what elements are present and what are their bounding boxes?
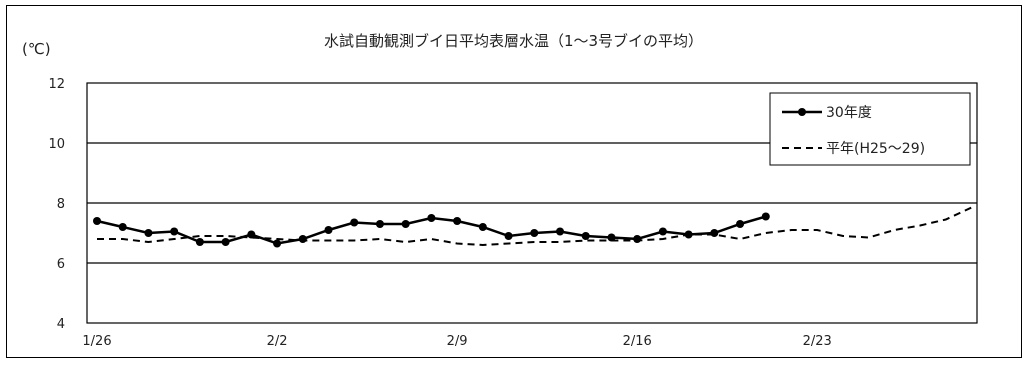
data-point: [504, 232, 513, 240]
legend-solid-marker: [798, 108, 806, 116]
data-point: [633, 235, 642, 243]
data-point: [324, 226, 333, 234]
data-point: [195, 238, 204, 246]
data-point: [247, 230, 256, 239]
y-unit-label: (℃): [22, 40, 51, 58]
y-tick-label: 12: [48, 77, 65, 92]
y-axis-ticks: 4 6 8 10 12: [48, 77, 65, 332]
data-point: [736, 220, 745, 228]
y-tick-label: 4: [57, 317, 65, 332]
data-point: [581, 232, 590, 240]
plot-area: [86, 82, 978, 324]
y-tick-label: 6: [57, 257, 65, 272]
data-point: [350, 218, 359, 227]
data-point: [93, 217, 101, 225]
series-line-1: [97, 206, 973, 247]
chart-title: 水試自動観測ブイ日平均表層水温（1～3号ブイの平均）: [323, 32, 704, 50]
legend-label-normal: 平年(H25～29): [826, 141, 925, 157]
legend-box: [769, 92, 971, 166]
data-point: [221, 238, 230, 246]
x-tick-label: 2/16: [623, 334, 652, 349]
y-tick-label: 8: [57, 197, 65, 212]
legend: 30年度 平年(H25～29): [769, 92, 971, 166]
data-point: [761, 212, 770, 221]
x-axis-ticks: 1/26 2/2 2/9 2/16 2/23: [82, 334, 831, 349]
data-point: [478, 223, 487, 231]
data-point: [298, 235, 307, 243]
data-point: [710, 229, 719, 237]
data-point: [273, 239, 282, 248]
data-point: [170, 227, 179, 236]
data-point: [427, 214, 436, 222]
x-tick-label: 2/23: [803, 334, 832, 349]
series-layer: [93, 206, 973, 248]
x-tick-label: 2/9: [447, 334, 468, 349]
data-point: [658, 227, 667, 236]
data-point: [401, 220, 410, 228]
legend-label-30: 30年度: [826, 105, 872, 121]
y-tick-label: 10: [48, 137, 65, 152]
chart-frame: [6, 5, 1022, 358]
data-point: [144, 229, 153, 237]
data-point: [375, 220, 384, 228]
data-point: [530, 229, 539, 237]
data-point: [556, 227, 565, 236]
data-point: [118, 223, 127, 231]
x-tick-label: 1/26: [82, 334, 111, 349]
x-tick-label: 2/2: [267, 334, 288, 349]
data-point: [453, 217, 462, 225]
